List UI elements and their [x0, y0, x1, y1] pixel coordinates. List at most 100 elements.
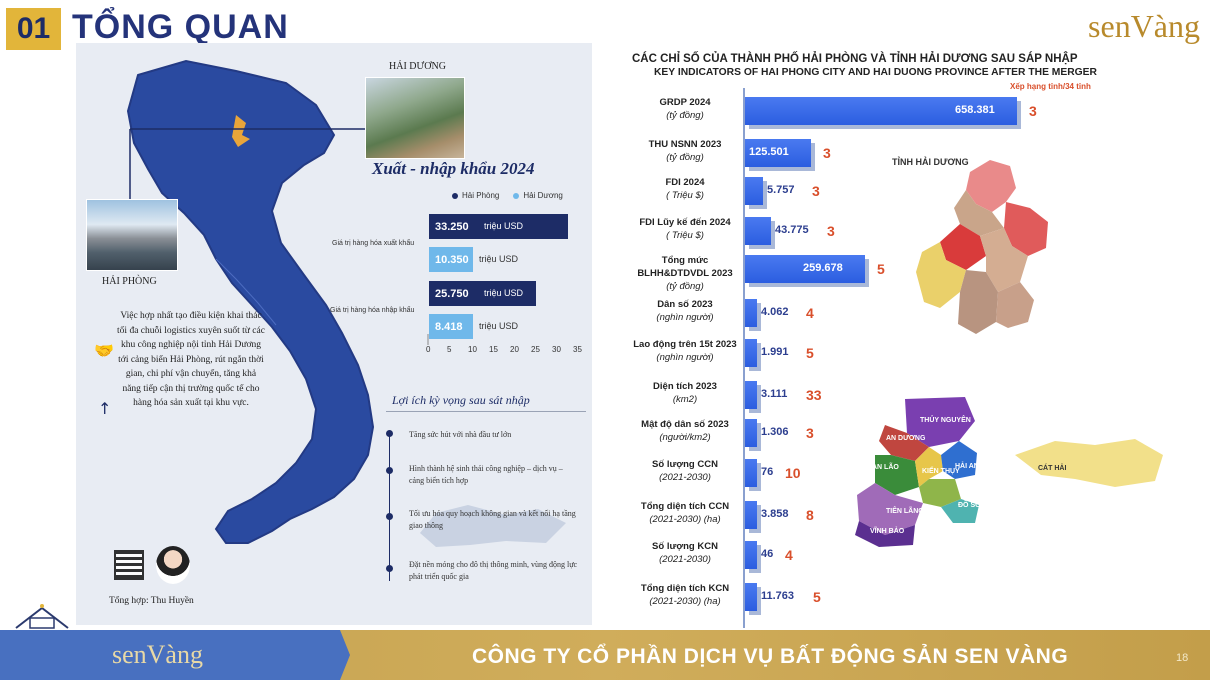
benefit-item: Hình thành hệ sinh thái công nghiệp – dị…: [409, 464, 563, 485]
indicator-label: Mật độ dân số 2023 (người/km2): [641, 419, 729, 443]
benefits-divider: [386, 411, 586, 412]
indicator-label: Số lượng CCN (2021-2030): [652, 459, 718, 483]
indicator-value: 76: [761, 466, 774, 478]
indicator-label: Tổng mức BLHH&DTDVDL 2023 (tỷ đồng): [637, 255, 733, 292]
indicator-value: 43.775: [775, 224, 809, 236]
timeline-dot: [386, 513, 393, 520]
indicator-bar: [745, 255, 865, 283]
indicator-label: FDI 2024( Triệu $): [665, 177, 705, 201]
indicator-value: 3.858: [761, 508, 789, 520]
indicator-rank: 3: [827, 223, 835, 239]
indicator-label: Dân số 2023 (nghìn người): [656, 299, 714, 323]
indicator-bar: [745, 97, 1017, 125]
hai-duong-label: HẢI DƯƠNG: [389, 61, 446, 72]
hai-duong-photo: [365, 77, 465, 159]
trade-bar: 10.350: [429, 247, 473, 272]
brand-logo: senVàng: [1088, 8, 1200, 44]
indicator-label: FDI Lũy kế đến 2024( Triệu $): [639, 217, 731, 241]
arrow-up-icon: ↑: [98, 399, 112, 418]
district-label: ĐỒ SƠN: [958, 502, 987, 509]
indicator-rank: 4: [785, 547, 793, 563]
chart-subtitle: KEY INDICATORS OF HAI PHONG CITY AND HAI…: [654, 67, 1097, 78]
chart-title: CÁC CHỈ SỐ CỦA THÀNH PHỐ HẢI PHÒNG VÀ TỈ…: [632, 53, 1078, 65]
trade-axis-tick: 25: [531, 345, 540, 354]
company-name: CÔNG TY CỔ PHẦN DỊCH VỤ BẤT ĐỘNG SẢN SEN…: [472, 645, 1069, 668]
qr-code[interactable]: [114, 550, 144, 580]
district-label: AN DƯƠNG: [886, 435, 926, 442]
trade-bar-unit: triệu USD: [484, 221, 524, 231]
indicator-rank: 3: [806, 425, 814, 441]
indicator-value: 3.111: [761, 388, 788, 400]
handshake-icon: 🤝: [94, 341, 114, 360]
indicator-rank: 3: [823, 145, 831, 161]
indicator-label: GRDP 2024 (tỷ đồng): [659, 97, 711, 121]
footer-brand: senVàng: [112, 640, 203, 669]
chart-axis: [743, 88, 745, 628]
indicator-bar: [745, 459, 757, 487]
trade-axis-tick: 20: [510, 345, 519, 354]
trade-bar-unit: triệu USD: [479, 254, 519, 264]
indicator-label: Số lượng KCN (2021-2030): [652, 541, 718, 565]
indicator-value: 658.381: [955, 104, 995, 116]
indicator-bar: [745, 501, 757, 529]
indicator-label: THU NSNN 2023 (tỷ đồng): [648, 139, 722, 163]
timeline-dot: [386, 565, 393, 572]
house-logo-icon: [15, 604, 69, 629]
benefit-item: Tối ưu hóa quy hoạch không gian và kết n…: [409, 509, 576, 530]
indicator-label: Diện tích 2023 (km2): [653, 381, 717, 405]
timeline-dot: [386, 430, 393, 437]
page-number: 18: [1176, 652, 1189, 664]
indicator-bar: [745, 139, 811, 167]
indicator-value: 4.062: [761, 306, 789, 318]
indicator-value: 1.306: [761, 426, 789, 438]
trade-axis-tick: 35: [573, 345, 582, 354]
indicator-label: Tổng diện tích KCN (2021-2030) (ha): [640, 583, 730, 607]
district-label: VĨNH BẢO: [870, 528, 905, 535]
indicator-value: 11.763: [761, 590, 795, 602]
indicator-rank: 8: [806, 507, 814, 523]
indicator-value: 5.757: [767, 184, 795, 196]
indicator-rank: 5: [813, 589, 821, 605]
import-label: Giá trị hàng hóa nhập khẩu: [330, 307, 415, 314]
trade-bar: 33.250: [429, 214, 568, 239]
trade-title: Xuất - nhập khẩu 2024: [372, 159, 535, 178]
district-label: CÁT HẢI: [1038, 465, 1067, 472]
province-label: TỈNH HẢI DƯƠNG: [892, 157, 969, 167]
rank-note: Xếp hạng tỉnh/34 tỉnh: [1010, 82, 1091, 91]
hai-phong-photo: [86, 199, 178, 271]
hai-phong-district-map: [855, 397, 1163, 547]
indicator-bar: [745, 381, 757, 409]
author-credit: Tổng hợp: Thu Huyền: [109, 596, 194, 606]
district-label: HẢI AN: [955, 463, 979, 470]
footer-brand-panel: [0, 630, 350, 680]
indicator-rank: 3: [1029, 103, 1037, 119]
indicator-value: 1.991: [761, 346, 789, 358]
indicator-bar: [745, 339, 757, 367]
author-avatar: [156, 546, 190, 584]
trade-bar: 8.418: [429, 314, 473, 339]
indicator-bar: [745, 583, 757, 611]
indicator-rank: 10: [785, 465, 801, 481]
benefits-timeline: [389, 431, 390, 581]
indicator-bar: [745, 217, 771, 245]
legend-hai-duong: Hải Dương: [513, 191, 563, 200]
indicator-rank: 5: [806, 345, 814, 361]
hai-duong-province-map: [916, 160, 1048, 334]
district-label: TIÊN LÃNG: [886, 508, 924, 515]
indicator-label: Lao động trên 15t 2023 (nghìn người): [633, 339, 737, 363]
trade-axis-tick: 30: [552, 345, 561, 354]
vietnam-map: [126, 59, 566, 547]
district-label: KIẾN THỤY: [922, 468, 960, 475]
benefit-item: Đặt nền móng cho đô thị thông minh, vùng…: [409, 560, 578, 581]
indicator-value: 259.678: [803, 262, 843, 274]
indicator-label: Tổng diện tích CCN (2021-2030) (ha): [640, 501, 730, 525]
indicator-value: 46: [761, 548, 774, 560]
trade-bar: 25.750: [429, 281, 536, 306]
trade-axis-tick: 10: [468, 345, 477, 354]
indicator-rank: 3: [812, 183, 820, 199]
indicator-rank: 5: [877, 261, 885, 277]
hai-phong-label: HẢI PHÒNG: [102, 276, 157, 287]
benefit-item: Tăng sức hút với nhà đầu tư lớn: [409, 430, 512, 439]
trade-axis-tick: 5: [447, 345, 452, 354]
